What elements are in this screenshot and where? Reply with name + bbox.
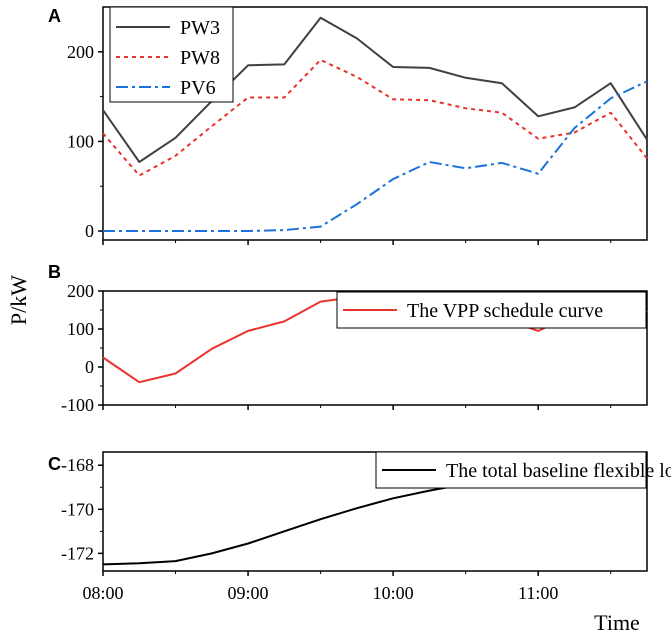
legend: The VPP schedule curve (336, 291, 647, 329)
y-tick-label: 100 (67, 319, 94, 339)
y-tick-label: -170 (61, 499, 94, 519)
y-tick-label: 100 (67, 131, 94, 151)
x-tick-label: 10:00 (373, 583, 414, 603)
plot-frame (102, 451, 648, 572)
legend-label: The VPP schedule curve (407, 300, 603, 322)
y-tick-label: 0 (85, 357, 94, 377)
legend-label: PW3 (180, 17, 220, 39)
series-line-pw3 (102, 16, 648, 163)
y-tick-label: 0 (85, 221, 94, 241)
legend-label: The total baseline flexible loads (446, 460, 671, 482)
y-tick-label: -100 (61, 395, 94, 415)
panel-a: A 0 100 200 PW3 PW8 PV6 (48, 6, 648, 245)
plot-frame (102, 6, 648, 241)
y-tick-label: 200 (67, 42, 94, 62)
x-tick-label: 09:00 (228, 583, 269, 603)
x-tick-label: 08:00 (82, 583, 123, 603)
legend: PW3 PW8 PV6 (109, 6, 234, 103)
y-tick-label: 200 (67, 281, 94, 301)
panel-letter-c: C (48, 454, 61, 474)
x-axis-title: Time (594, 610, 640, 635)
y-axis-title: P/kW (6, 275, 31, 325)
series-line-pw8 (102, 58, 648, 177)
panel-letter-a: A (48, 6, 61, 26)
legend-box (109, 6, 234, 103)
series-line-pv6 (103, 80, 648, 232)
legend: The total baseline flexible loads (375, 451, 671, 489)
panel-b: B -100 0 100 200 The VPP schedule curve (48, 262, 648, 415)
y-tick-label: -172 (61, 543, 94, 563)
y-tick-label: -168 (61, 455, 94, 475)
legend-label: PV6 (180, 77, 216, 99)
x-tick-label: 11:00 (518, 583, 558, 603)
panel-letter-b: B (48, 262, 61, 282)
legend-label: PW8 (180, 47, 220, 69)
panels: A 0 100 200 PW3 PW8 PV6 B -100 0 100 200 The VPP sch… (48, 6, 671, 603)
panel-c: C -172 -170 -168 The total baseline flexible… (48, 451, 671, 603)
